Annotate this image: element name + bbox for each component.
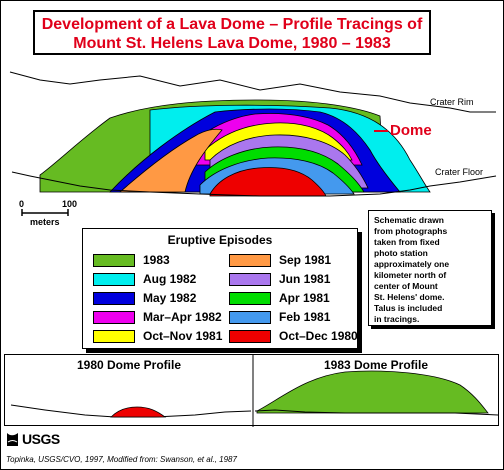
dome-pointer (374, 130, 388, 132)
legend-label: Apr 1981 (279, 291, 330, 305)
legend-label: Oct–Nov 1981 (143, 329, 223, 343)
credit-line: Topinka, USGS/CVO, 1997, Modified from: … (6, 455, 237, 464)
legend-label: Oct–Dec 1980 (279, 329, 358, 343)
legend-label: Aug 1982 (143, 272, 197, 286)
profile-comparison-drawing (10, 355, 499, 427)
scale-hundred-label: 100 (62, 199, 78, 209)
legend-swatch (229, 254, 271, 267)
profile-1980-title: 1980 Dome Profile (76, 358, 182, 372)
legend-swatch (93, 292, 135, 305)
dome-label: Dome (390, 122, 432, 139)
legend-label: Mar–Apr 1982 (143, 310, 222, 324)
profile-1983-dome (256, 370, 489, 414)
legend-swatch (93, 330, 135, 343)
crater-rim-line (9, 71, 496, 113)
layer-sep-1981 (118, 128, 223, 193)
legend-label: Jun 1981 (279, 272, 331, 286)
crater-floor-label: Crater Floor (435, 167, 484, 177)
legend-swatch (229, 292, 271, 305)
title-line-2: Mount St. Helens Lava Dome, 1980 – 1983 (73, 35, 391, 52)
legend-swatch (229, 273, 271, 286)
scale-unit-label: meters (30, 217, 60, 227)
profile-comparison: 1980 Dome Profile 1983 Dome Profile (4, 354, 499, 427)
crater-rim-label: Crater Rim (430, 97, 474, 107)
legend-swatch (229, 330, 271, 343)
legend-label: May 1982 (143, 291, 197, 305)
usgs-logo-text: USGS (22, 431, 60, 447)
title-line-1: Development of a Lava Dome – Profile Tra… (41, 16, 423, 33)
legend-box: Eruptive Episodes 1983 Aug 1982 May 1982 Ma… (82, 228, 358, 349)
legend-swatch (93, 254, 135, 267)
legend-swatch (93, 311, 135, 324)
layer-oct-dec-1980 (209, 167, 327, 197)
profile-1983-title: 1983 Dome Profile (323, 358, 429, 372)
schematic-note: Schematic drawn from photographs taken f… (368, 210, 492, 326)
legend-label: Sep 1981 (279, 253, 332, 267)
legend-swatch (93, 273, 135, 286)
legend-label: Feb 1981 (279, 310, 331, 324)
profile-1983-ground (254, 409, 499, 416)
legend-swatch (229, 311, 271, 324)
legend-label: 1983 (143, 253, 170, 267)
legend-title: Eruptive Episodes (167, 233, 273, 247)
profile-1980-dome (110, 406, 167, 418)
scale-zero-label: 0 (19, 199, 25, 209)
crater-floor-line (11, 171, 497, 197)
title-box: Development of a Lava Dome – Profile Tra… (33, 10, 431, 55)
